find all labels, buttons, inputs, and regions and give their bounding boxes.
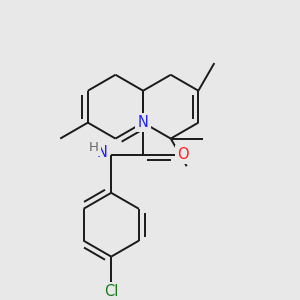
Text: H: H [89,141,99,154]
Text: O: O [177,147,189,162]
Text: Cl: Cl [104,284,118,299]
Text: N: N [97,146,108,160]
Text: N: N [138,115,148,130]
